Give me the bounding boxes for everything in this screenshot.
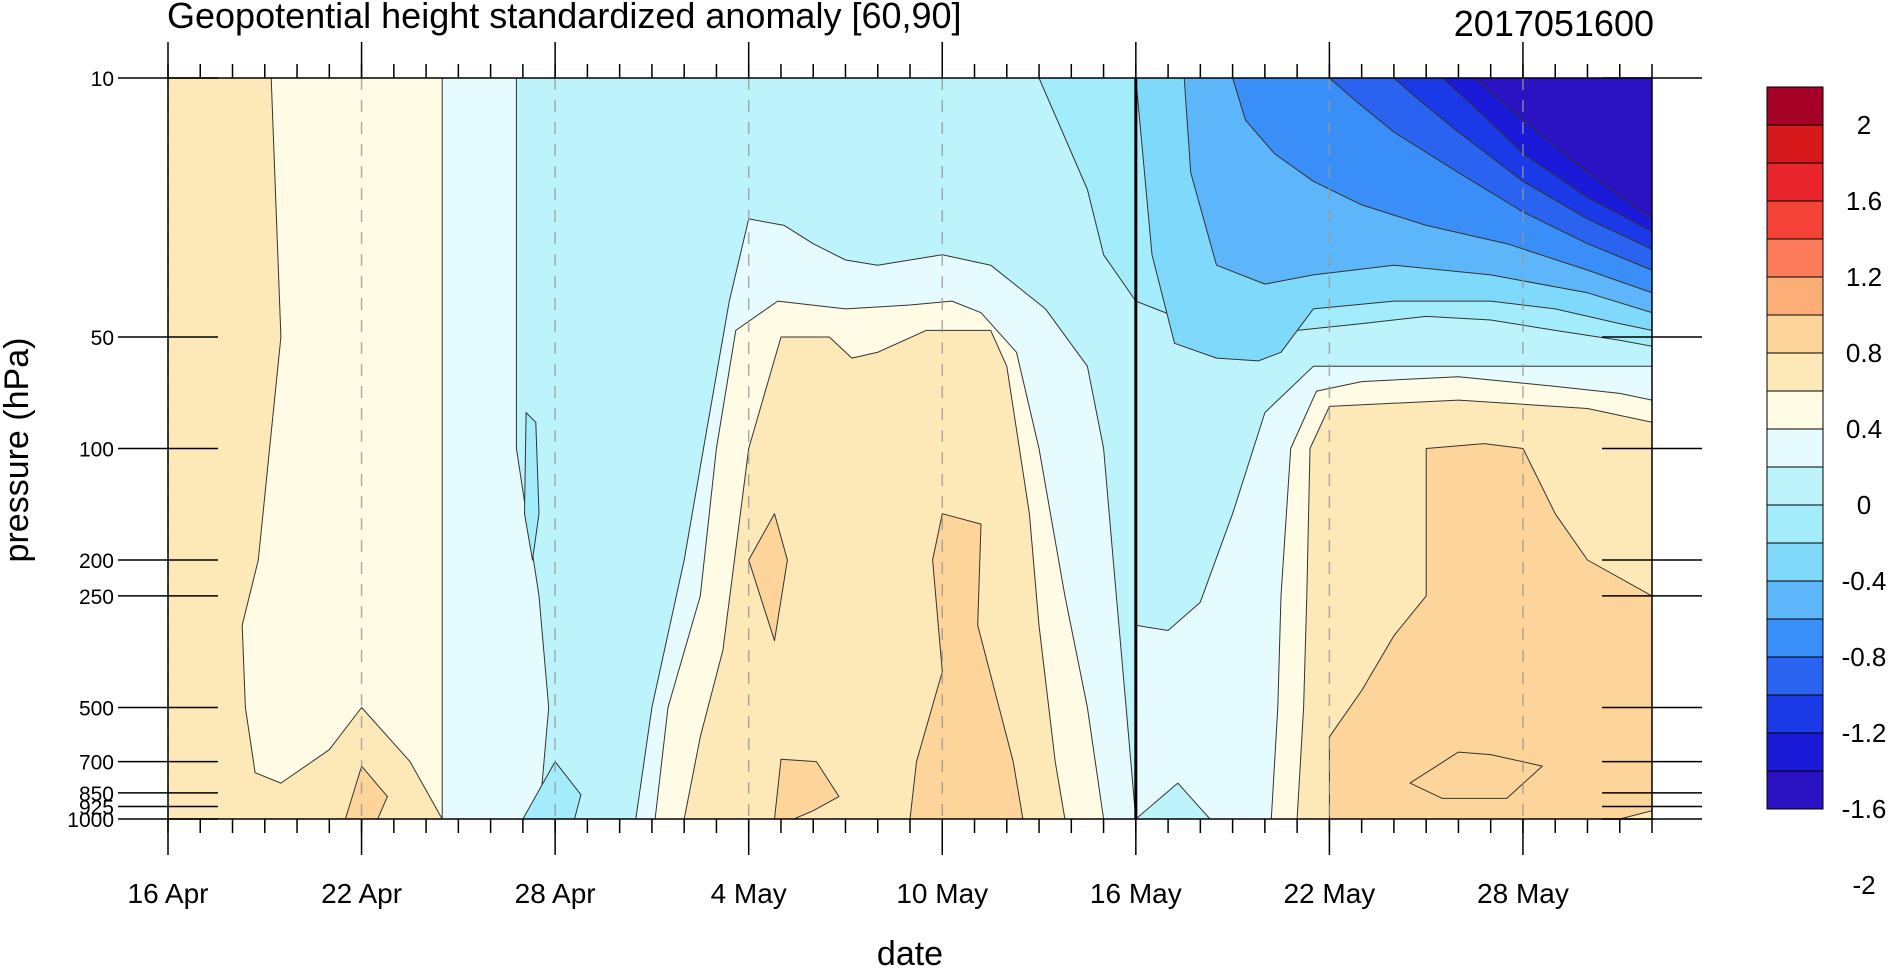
contour-fills — [168, 78, 1652, 819]
y-tick-label: 250 — [79, 586, 114, 609]
colorbar-swatch — [1766, 542, 1824, 582]
contour-region-17 — [1328, 443, 1652, 819]
colorbar-swatch — [1766, 732, 1824, 772]
x-tick-label: 22 Apr — [321, 878, 402, 909]
colorbar-swatch — [1766, 390, 1824, 430]
x-tick-label: 22 May — [1283, 878, 1375, 909]
y-tick-label: 50 — [91, 327, 114, 350]
colorbar-label: -1.6 — [1842, 794, 1887, 824]
y-tick-label: 925 — [79, 796, 114, 819]
colorbar-swatch — [1766, 238, 1824, 278]
colorbar-label: 0.8 — [1846, 338, 1882, 368]
x-tick-label: 28 May — [1477, 878, 1569, 909]
y-tick-label: 850 — [79, 783, 114, 806]
colorbar-swatch — [1766, 200, 1824, 240]
colorbar-swatch — [1766, 124, 1824, 164]
plot-area: 16 Apr 22 Apr 28 Apr 4 May 10 May 16 May 22 Ma… — [67, 42, 1702, 909]
y-tick-label: 500 — [79, 697, 114, 720]
colorbar-label: 0 — [1857, 490, 1871, 520]
colorbar-swatch — [1766, 314, 1824, 354]
analysis-date-label: 2017051600 — [1454, 3, 1654, 44]
x-tick-label: 16 Apr — [128, 878, 209, 909]
contour-region-18 — [1409, 751, 1543, 799]
x-tick-label: 10 May — [896, 878, 988, 909]
colorbar-label: 1.2 — [1846, 262, 1882, 292]
y-axis-title: pressure (hPa) — [0, 338, 36, 563]
contour-region-4 — [441, 78, 550, 819]
contour-region-12 — [774, 758, 840, 819]
y-tick-label: 1000 — [67, 809, 114, 832]
colorbar-swatch — [1766, 504, 1824, 544]
x-ticks: 16 Apr 22 Apr 28 Apr 4 May 10 May 16 May 22 Ma… — [128, 42, 1653, 909]
y-tick-label: 700 — [79, 752, 114, 775]
colorbar-label: 1.6 — [1846, 186, 1882, 216]
colorbar-swatch — [1766, 656, 1824, 696]
colorbar-swatch — [1766, 618, 1824, 658]
colorbar-swatch — [1766, 352, 1824, 392]
x-tick-label: 28 Apr — [515, 878, 596, 909]
colorbar-label: 0.4 — [1846, 414, 1882, 444]
colorbar-swatch — [1766, 580, 1824, 620]
colorbar-swatch — [1766, 162, 1824, 202]
x-tick-label: 16 May — [1090, 878, 1182, 909]
contour-region-3 — [344, 765, 388, 819]
colorbar-label: -0.4 — [1842, 566, 1887, 596]
y-tick-label: 200 — [79, 550, 114, 573]
contour-region-2 — [168, 78, 443, 819]
colorbar-swatch — [1766, 770, 1824, 810]
contour-region-5 — [522, 761, 582, 819]
y-tick-label: 100 — [79, 439, 114, 462]
contour-region-6 — [524, 412, 540, 561]
chart-title: Geopotential height standardized anomaly… — [167, 0, 962, 36]
colorbar-swatch — [1766, 428, 1824, 468]
x-tick-label: 4 May — [711, 878, 787, 909]
colorbar-label: -0.8 — [1842, 642, 1887, 672]
contour-region-10 — [748, 513, 788, 642]
colorbar-swatch — [1766, 276, 1824, 316]
colorbar-swatch — [1766, 694, 1824, 734]
contour-region-14 — [1135, 782, 1211, 819]
contour-region-26 — [1474, 78, 1652, 220]
colorbar-swatch — [1766, 466, 1824, 506]
colorbar: 2 1.6 1.2 0.8 0.4 0 -0.4 -0.8 -1.2 -1.6 -2 — [1766, 86, 1887, 900]
x-axis-title: date — [877, 935, 943, 969]
colorbar-swatch — [1766, 86, 1824, 126]
colorbar-label: -1.2 — [1842, 718, 1887, 748]
y-tick-label: 10 — [91, 68, 114, 91]
colorbar-label: -2 — [1852, 870, 1875, 900]
colorbar-label: 2 — [1857, 110, 1871, 140]
contour-region-11 — [909, 513, 1024, 819]
